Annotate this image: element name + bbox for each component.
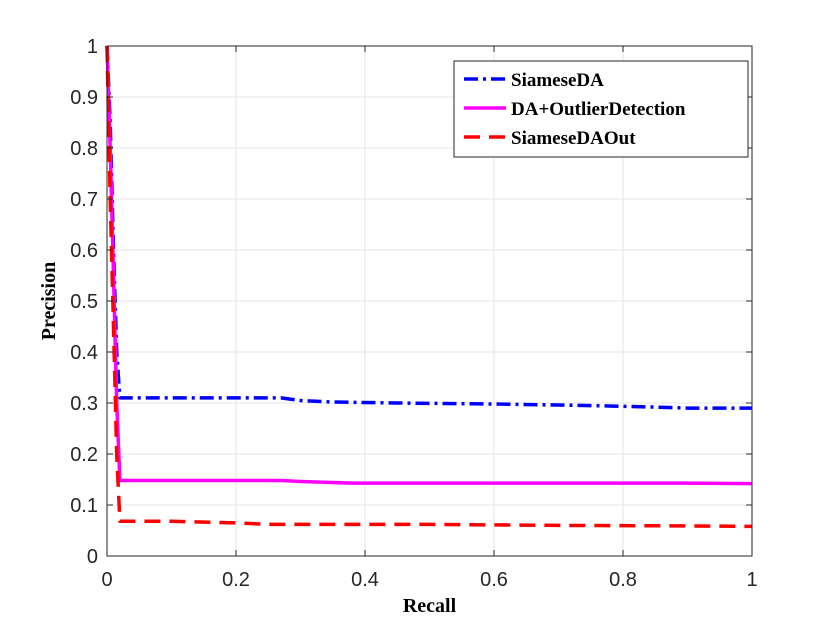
y-tick-label: 0.4 bbox=[70, 342, 98, 364]
y-tick-label: 0.5 bbox=[70, 291, 98, 313]
y-tick-label: 0.9 bbox=[70, 87, 98, 109]
y-tick-label: 0.1 bbox=[70, 495, 98, 517]
series-line-3 bbox=[105, 45, 753, 529]
y-tick-labels: 0 0.1 0.2 0.3 0.4 0.5 0.6 0.7 0.8 0.9 1 bbox=[70, 36, 98, 568]
x-tick-labels: 0 0.2 0.4 0.6 0.8 1 bbox=[101, 569, 757, 591]
x-tick-label: 0 bbox=[101, 569, 112, 591]
y-tick-label: 0.6 bbox=[70, 240, 98, 262]
x-tick-label: 0.2 bbox=[222, 569, 250, 591]
x-axis-title: Recall bbox=[403, 595, 457, 617]
tick-marks bbox=[106, 45, 753, 557]
x-tick-label: 0.8 bbox=[609, 569, 637, 591]
x-tick-label: 0.4 bbox=[351, 569, 379, 591]
legend-label-3: SiameseDAOut bbox=[511, 128, 636, 149]
legend-label-2: DA+OutlierDetection bbox=[511, 99, 686, 120]
y-tick-label: 0 bbox=[87, 546, 98, 568]
legend: SiameseDA DA+OutlierDetection SiameseDAOut bbox=[453, 60, 749, 158]
plot-lines bbox=[105, 45, 753, 529]
x-tick-label: 1 bbox=[746, 569, 757, 591]
y-tick-label: 0.2 bbox=[70, 444, 98, 466]
y-tick-label: 0.3 bbox=[70, 393, 98, 415]
x-tick-label: 0.6 bbox=[480, 569, 508, 591]
y-tick-label: 1 bbox=[87, 36, 98, 58]
legend-label-1: SiameseDA bbox=[511, 70, 604, 91]
y-tick-label: 0.8 bbox=[70, 138, 98, 160]
y-tick-label: 0.7 bbox=[70, 189, 98, 211]
y-axis-title: Precision bbox=[38, 262, 60, 341]
